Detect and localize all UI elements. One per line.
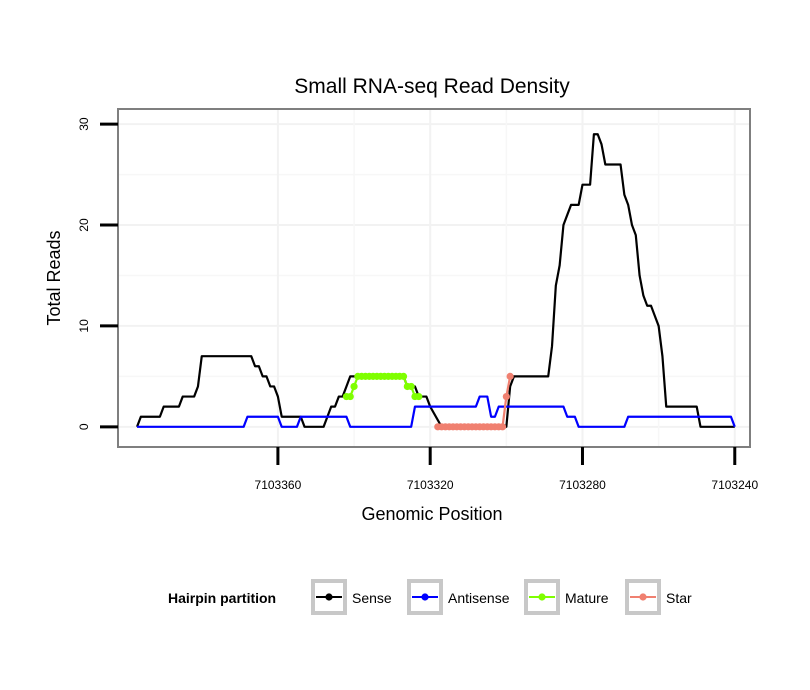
x-tick-label: 7103280 — [559, 478, 606, 492]
legend-item-star: Star — [625, 579, 692, 615]
legend-dot-mature — [538, 593, 546, 601]
series-mature — [342, 372, 423, 401]
series-star — [434, 372, 514, 431]
legend-label-mature: Mature — [565, 590, 609, 606]
series-sense — [136, 133, 735, 428]
x-axis-label: Genomic Position — [361, 504, 502, 524]
data-point-mature — [415, 392, 423, 401]
legend-dot-sense — [325, 593, 333, 601]
chart-title: Small RNA-seq Read Density — [294, 75, 570, 98]
legend-dot-antisense — [421, 593, 429, 601]
series-layer — [136, 133, 736, 431]
x-tick-label: 7103320 — [407, 478, 454, 492]
legend-label-star: Star — [666, 590, 692, 606]
series-line-star — [437, 376, 512, 428]
legend-item-mature: Mature — [524, 579, 609, 615]
legend-label-sense: Sense — [352, 590, 392, 606]
y-axis-label: Total Reads — [44, 230, 64, 325]
legend-title: Hairpin partition — [168, 590, 276, 606]
legend: Hairpin partition Sense Antisense Mature St… — [168, 579, 692, 615]
x-tick-label: 7103240 — [711, 478, 758, 492]
x-tick-label: 7103360 — [255, 478, 302, 492]
series-line-antisense — [137, 395, 736, 428]
y-tick-label: 20 — [77, 218, 91, 232]
plot-panel-border — [117, 108, 751, 448]
data-point-mature — [350, 382, 358, 391]
data-point-star — [502, 392, 510, 401]
data-point-mature — [407, 382, 415, 391]
series-line-sense — [136, 133, 735, 428]
legend-item-antisense: Antisense — [407, 579, 510, 615]
data-point-star — [506, 372, 514, 380]
data-point-star — [498, 423, 507, 431]
data-point-mature — [346, 392, 354, 401]
grid-lines — [118, 109, 750, 447]
legend-dot-star — [639, 593, 647, 601]
y-tick-label: 30 — [77, 117, 91, 131]
series-antisense — [137, 395, 736, 428]
y-tick-label: 0 — [77, 423, 91, 430]
axes: 0 10 20 30 7103360 7103320 7103280 7103240 — [77, 117, 758, 492]
legend-item-sense: Sense — [311, 579, 392, 615]
y-tick-label: 10 — [77, 319, 91, 333]
legend-label-antisense: Antisense — [448, 590, 510, 606]
data-point-mature — [399, 372, 408, 380]
